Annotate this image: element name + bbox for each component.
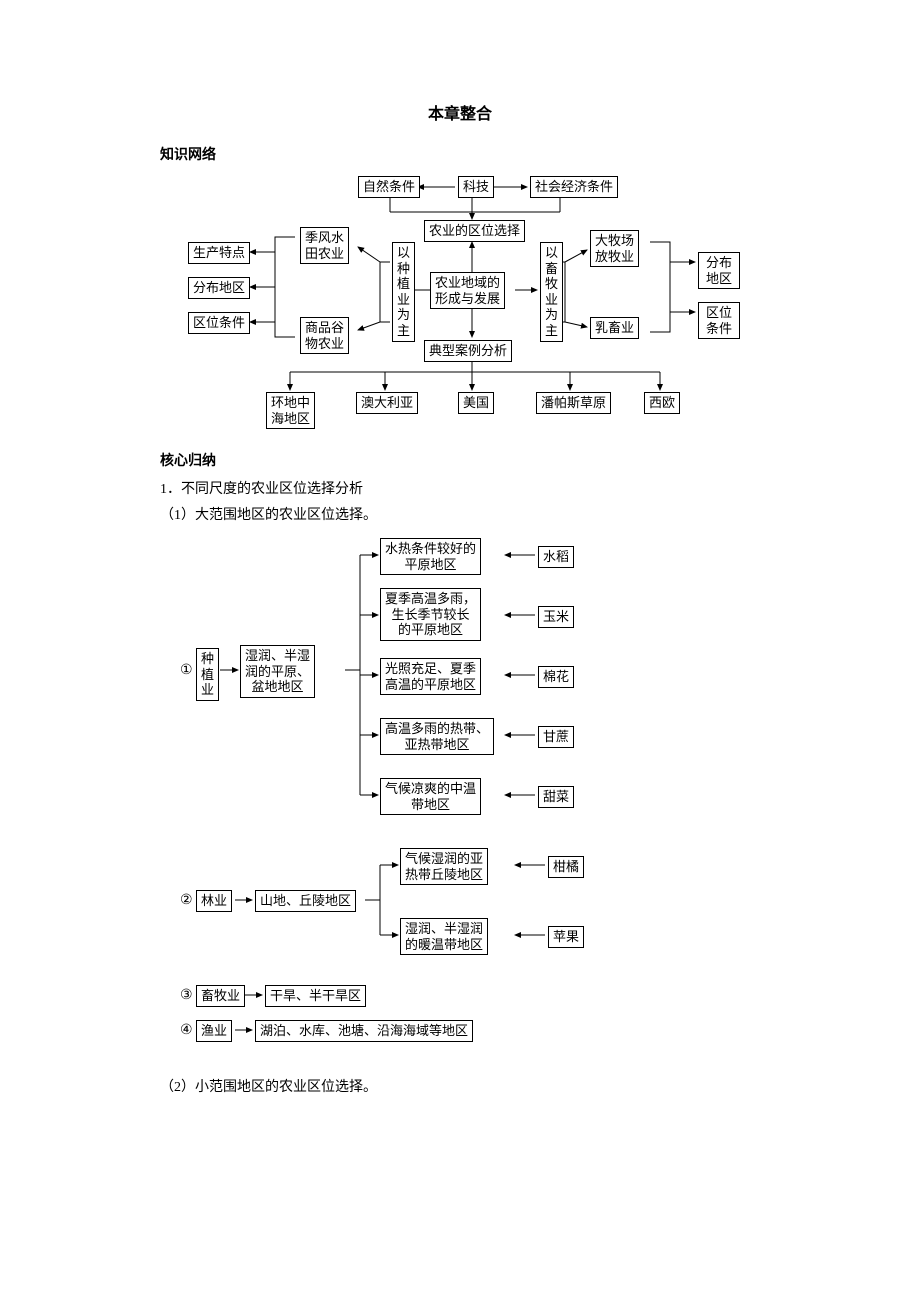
node-planting: 种 植 业	[196, 648, 219, 701]
core-intro-1-1: （1）大范围地区的农业区位选择。	[160, 504, 760, 524]
page-title: 本章整合	[160, 100, 760, 124]
node-natural: 自然条件	[358, 176, 420, 198]
node-livestock-main: 以 畜 牧 业 为 主	[540, 242, 563, 342]
node-c2: 夏季高温多雨， 生长季节较长 的平原地区	[380, 588, 481, 641]
node-r2: 玉米	[538, 606, 574, 628]
node-fc2: 湿润、半湿润 的暖温带地区	[400, 918, 488, 955]
node-husbandry-cond: 干旱、半干旱区	[265, 985, 366, 1007]
node-socio: 社会经济条件	[530, 176, 618, 198]
node-r3: 棉花	[538, 666, 574, 688]
node-monsoon: 季风水 田农业	[300, 227, 349, 264]
node-c3: 光照充足、夏季 高温的平原地区	[380, 658, 481, 695]
node-forestry-cond: 山地、丘陵地区	[255, 890, 356, 912]
node-dairy: 乳畜业	[590, 317, 639, 339]
node-fishery-cond: 湖泊、水库、池塘、沿海海域等地区	[255, 1020, 473, 1042]
node-r4: 甘蔗	[538, 726, 574, 748]
node-ranch: 大牧场 放牧业	[590, 230, 639, 267]
node-fishery: 渔业	[196, 1020, 232, 1042]
label-num3: ③	[180, 987, 193, 1004]
node-forestry: 林业	[196, 890, 232, 912]
node-fr2: 苹果	[548, 926, 584, 948]
node-fr1: 柑橘	[548, 856, 584, 878]
node-husbandry: 畜牧业	[196, 985, 245, 1007]
node-left-a: 生产特点	[188, 242, 250, 264]
node-case-med: 环地中 海地区	[266, 392, 315, 429]
label-num1: ①	[180, 662, 193, 679]
node-r5: 甜菜	[538, 786, 574, 808]
node-c5: 气候凉爽的中温 带地区	[380, 778, 481, 815]
node-plant-main: 以 种 植 业 为 主	[392, 242, 415, 342]
node-right-a: 分布地区	[698, 252, 740, 289]
section-knowledge-network: 知识网络	[160, 144, 760, 164]
node-left-b: 分布地区	[188, 277, 250, 299]
node-case-pampas: 潘帕斯草原	[536, 392, 611, 414]
node-c4: 高温多雨的热带、 亚热带地区	[380, 718, 494, 755]
node-right-b: 区位条件	[698, 302, 740, 339]
core-intro-1: 1．不同尺度的农业区位选择分析	[160, 478, 760, 498]
label-num4: ④	[180, 1022, 193, 1039]
diagram-large-range: ① 种 植 业 湿润、半湿 润的平原、 盆地地区 水热条件较好的 平原地区 水稻…	[180, 530, 680, 1070]
node-c1: 水热条件较好的 平原地区	[380, 538, 481, 575]
node-case-aus: 澳大利亚	[356, 392, 418, 414]
node-case-eu: 西欧	[644, 392, 680, 414]
core-intro-1-2: （2）小范围地区的农业区位选择。	[160, 1076, 760, 1096]
node-case-us: 美国	[458, 392, 494, 414]
node-tech: 科技	[458, 176, 494, 198]
node-case: 典型案例分析	[424, 340, 512, 362]
node-planting-cond: 湿润、半湿 润的平原、 盆地地区	[240, 645, 315, 698]
label-num2: ②	[180, 892, 193, 909]
node-core: 农业地域的 形成与发展	[430, 272, 505, 309]
node-left-c: 区位条件	[188, 312, 250, 334]
node-fc1: 气候湿润的亚 热带丘陵地区	[400, 848, 488, 885]
node-r1: 水稻	[538, 546, 574, 568]
node-grain: 商品谷 物农业	[300, 317, 349, 354]
node-loc-choice: 农业的区位选择	[424, 220, 525, 242]
diagram-knowledge-network: 自然条件 科技 社会经济条件 农业的区位选择 季风水 田农业 农业地域的 形成与…	[180, 172, 740, 442]
section-core-summary: 核心归纳	[160, 450, 760, 470]
